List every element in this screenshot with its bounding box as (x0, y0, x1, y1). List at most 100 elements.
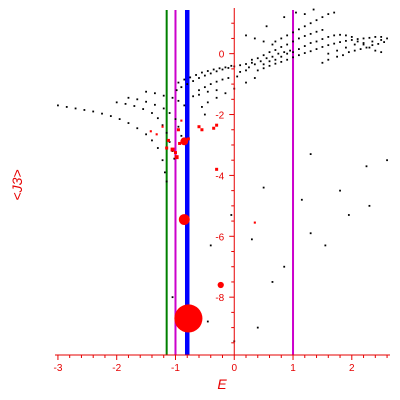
data-point-172 (365, 46, 368, 49)
data-point-28 (136, 98, 139, 101)
data-point-5 (101, 112, 103, 115)
data-point-14 (164, 171, 166, 174)
data-point-206 (171, 296, 174, 299)
data-point-39 (162, 94, 165, 97)
data-point-116 (280, 46, 283, 48)
data-point-49 (209, 72, 212, 75)
data-point-60 (195, 74, 197, 76)
highlight-point-15 (215, 123, 219, 127)
data-point-8 (127, 122, 130, 124)
data-point-195 (262, 186, 265, 189)
x-tick-label: -2 (112, 363, 121, 374)
data-point-0 (57, 104, 59, 107)
data-point-149 (298, 28, 300, 31)
data-point-109 (380, 36, 383, 38)
data-point-140 (356, 40, 359, 43)
data-point-55 (245, 63, 247, 65)
data-point-138 (345, 34, 347, 37)
highlight-point-9 (180, 137, 189, 146)
data-point-123 (321, 29, 324, 31)
data-point-178 (345, 46, 347, 49)
data-point-76 (206, 90, 209, 93)
highlight-point-19 (178, 214, 190, 226)
data-point-98 (315, 48, 318, 50)
data-point-105 (356, 38, 359, 40)
data-point-16 (115, 101, 118, 104)
data-point-6 (109, 115, 112, 117)
data-point-59 (189, 76, 192, 79)
data-point-110 (386, 37, 388, 40)
data-point-88 (256, 69, 259, 72)
data-point-150 (303, 25, 306, 28)
data-point-186 (245, 81, 247, 84)
data-point-81 (253, 63, 256, 66)
data-point-118 (292, 40, 294, 43)
highlight-point-18 (253, 221, 256, 224)
highlighted-points (149, 119, 256, 333)
data-point-56 (250, 61, 253, 64)
data-point-121 (309, 32, 312, 35)
data-point-44 (180, 86, 183, 89)
highlight-point-1 (155, 133, 158, 136)
data-point-164 (312, 8, 315, 11)
data-point-94 (292, 56, 294, 59)
data-point-3 (83, 109, 86, 111)
data-point-179 (353, 43, 356, 46)
data-point-203 (365, 165, 368, 168)
y-tick-label: 0 (219, 50, 225, 61)
data-point-107 (368, 36, 371, 39)
data-point-199 (324, 244, 327, 247)
data-point-58 (183, 78, 186, 81)
data-point-35 (180, 134, 183, 137)
data-point-156 (245, 34, 247, 37)
data-point-84 (271, 55, 274, 58)
highlight-point-11 (180, 119, 183, 122)
data-point-132 (309, 42, 312, 44)
x-tick-label: -3 (53, 363, 62, 374)
y-tick-label: -2 (215, 111, 224, 122)
data-point-100 (327, 44, 330, 47)
data-point-169 (347, 51, 350, 54)
data-point-13 (161, 159, 164, 162)
data-point-174 (377, 43, 380, 45)
data-point-200 (309, 153, 312, 156)
data-point-40 (171, 96, 174, 99)
data-point-54 (239, 64, 242, 67)
data-point-202 (347, 214, 350, 216)
data-point-33 (174, 118, 177, 121)
highlight-point-10 (176, 128, 180, 132)
highlight-point-8 (178, 141, 182, 145)
data-point-182 (380, 39, 383, 41)
data-point-103 (345, 39, 347, 42)
data-point-125 (268, 60, 271, 63)
highlight-point-3 (166, 138, 170, 142)
highlight-point-16 (212, 126, 216, 130)
data-point-184 (224, 92, 227, 95)
data-point-96 (303, 52, 306, 54)
data-point-73 (236, 75, 239, 78)
data-point-51 (221, 68, 224, 71)
data-point-52 (227, 67, 230, 69)
data-point-181 (371, 40, 374, 43)
data-point-46 (192, 80, 195, 82)
data-point-34 (177, 125, 180, 128)
data-point-142 (368, 46, 371, 49)
data-point-95 (298, 54, 300, 57)
data-point-106 (362, 37, 365, 40)
data-point-86 (283, 51, 286, 54)
data-point-23 (165, 131, 168, 134)
data-point-99 (321, 46, 324, 48)
data-point-127 (280, 55, 283, 58)
data-point-87 (289, 49, 291, 52)
data-point-158 (262, 40, 265, 43)
data-point-145 (274, 40, 277, 43)
data-point-187 (253, 77, 256, 79)
data-point-24 (168, 141, 171, 143)
data-point-188 (201, 106, 203, 108)
data-point-180 (362, 42, 365, 44)
highlight-point-14 (200, 128, 204, 132)
data-point-85 (277, 52, 280, 55)
data-point-77 (215, 89, 218, 92)
data-point-2 (74, 107, 77, 110)
data-point-112 (256, 57, 259, 60)
